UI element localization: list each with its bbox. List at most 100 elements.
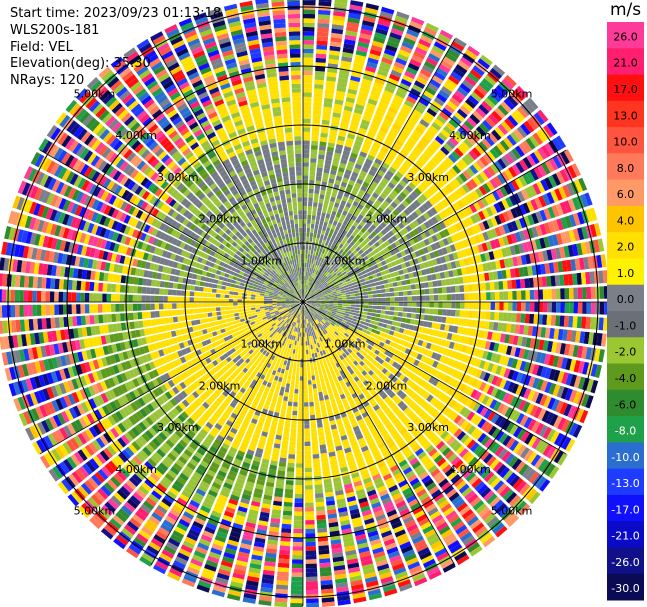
ppi-gate [473,444,483,455]
ppi-gate [306,602,319,607]
ppi-gate [545,463,556,477]
ppi-gate [367,227,374,234]
ppi-gate [304,432,311,438]
ppi-gate [419,118,430,128]
ppi-gate [289,388,294,394]
ppi-gate [510,233,518,244]
ppi-gate [568,315,574,328]
ppi-gate [406,66,418,76]
ppi-gate [575,330,581,343]
ppi-gate [339,69,350,76]
ppi-gate [343,105,353,112]
ppi-gate [429,251,436,259]
ppi-gate [328,219,334,225]
ppi-gate [370,122,380,130]
ppi-gate [398,351,405,358]
ppi-gate [333,156,340,163]
ppi-gate [303,162,309,167]
ppi-gate [433,118,444,128]
ppi-gate [331,192,337,198]
ppi-gate [459,259,465,267]
ppi-gate [314,292,318,296]
ppi-gate [523,229,531,240]
ppi-gate [381,302,386,306]
ppi-gate [364,139,373,146]
ppi-gate [325,84,335,91]
ppi-gate [363,224,370,230]
ppi-gate [321,280,326,285]
ppi-gate [485,206,494,217]
ppi-gate [352,335,358,340]
ppi-gate [376,289,382,294]
ppi-gate [321,212,326,218]
ppi-gate [294,493,303,499]
ppi-gate [360,185,368,192]
ppi-gate [585,208,594,223]
ppi-gate [304,406,309,412]
ppi-gate [322,226,327,232]
ppi-gate [434,152,444,162]
ppi-gate [348,13,361,20]
ppi-gate [374,227,381,234]
ppi-gate [340,261,345,267]
ppi-gate [462,79,474,90]
ppi-gate [359,123,369,131]
ppi-gate [431,121,442,131]
ppi-gate [311,297,316,300]
ppi-gate [453,414,462,424]
ppi-gate [467,72,480,83]
ppi-gate [290,598,303,604]
ppi-gate [328,232,333,238]
ppi-gate [580,194,589,208]
ppi-gate [572,243,579,257]
ppi-gate [307,367,311,372]
ppi-gate [345,278,351,282]
ppi-gate [354,140,363,147]
ppi-gate [510,220,519,231]
ppi-gate [404,173,413,181]
ppi-gate [321,230,326,236]
ppi-gate [304,275,306,281]
ppi-gate [466,387,475,397]
ppi-gate [303,96,312,102]
ppi-gate [346,255,352,261]
ppi-gate [291,576,303,582]
ppi-gate [373,277,379,282]
ppi-gate [291,415,298,420]
ppi-gate [504,153,514,165]
ppi-gate [359,86,370,94]
ppi-gate [309,175,315,181]
ppi-gate [319,558,331,564]
ppi-gate [322,311,327,315]
ppi-gate [455,361,462,370]
ppi-gate [318,198,324,204]
ppi-gate [461,267,467,276]
ppi-gate [426,145,436,155]
ppi-gate [577,287,583,300]
ppi-gate [400,78,412,87]
ppi-gate [354,307,360,311]
ppi-gate [436,402,445,411]
ppi-gate [438,302,443,308]
ppi-gate [367,199,374,206]
ppi-gate [319,194,325,200]
ppi-gate [394,271,400,277]
ppi-gate [407,330,413,336]
ppi-gate [416,42,430,52]
ppi-gate [291,344,294,349]
ppi-gate [343,253,349,259]
ppi-gate [468,302,474,310]
ppi-gate [381,6,395,15]
ppi-gate [334,216,340,222]
ppi-gate [555,203,564,216]
ppi-gate [324,195,331,201]
ppi-gate [377,207,384,214]
ppi-gate [383,279,389,284]
ppi-gate [585,316,591,330]
ppi-gate [477,418,487,429]
ppi-gate [343,284,349,289]
ppi-gate [478,263,484,273]
ppi-gate [393,159,402,167]
ppi-gate [327,292,333,295]
ppi-gate [506,472,517,484]
